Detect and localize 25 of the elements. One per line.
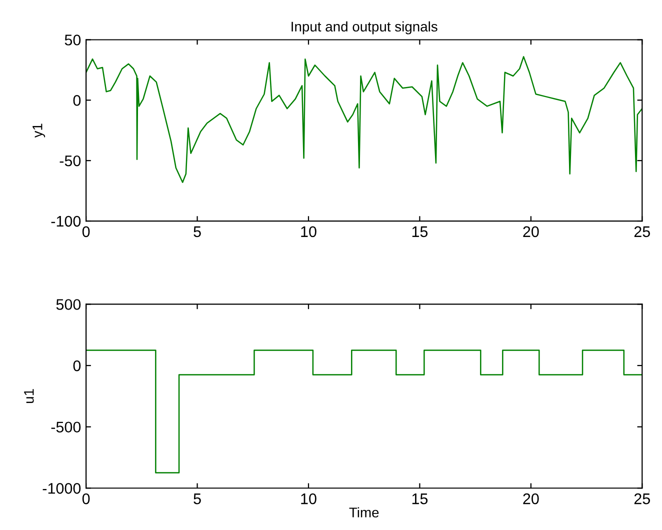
x-tick-label: 15 [412, 494, 428, 504]
x-tick-label: 20 [523, 493, 539, 504]
chart-title: Input and output signals [292, 21, 438, 34]
y-tick-label: -500 [51, 422, 81, 433]
y-tick-label: 0 [73, 95, 81, 106]
y-axis-title: u1 [24, 389, 34, 403]
x-tick-label: 25 [634, 226, 650, 238]
x-tick-label: 5 [194, 226, 201, 238]
line-series [86, 56, 642, 183]
y-tick-label: -100 [51, 216, 81, 227]
y-tick-label: 0 [73, 360, 81, 372]
y-axis-title: y1 [32, 124, 46, 138]
x-tick-label: 25 [634, 493, 650, 504]
x-axis-title: Time [349, 507, 379, 518]
y-tick-label: -50 [60, 155, 81, 166]
x-tick-label: 0 [82, 226, 90, 238]
x-tick-label: 15 [412, 226, 428, 238]
x-tick-label: 10 [301, 226, 316, 238]
x-tick-label: 20 [523, 226, 539, 238]
y-tick-label: 50 [64, 34, 81, 46]
x-tick-label: 5 [194, 494, 201, 504]
y-tick-label: -1000 [42, 483, 81, 494]
x-tick-label: 10 [301, 493, 316, 504]
y-tick-label: 500 [56, 299, 81, 310]
x-tick-label: 0 [82, 493, 90, 504]
